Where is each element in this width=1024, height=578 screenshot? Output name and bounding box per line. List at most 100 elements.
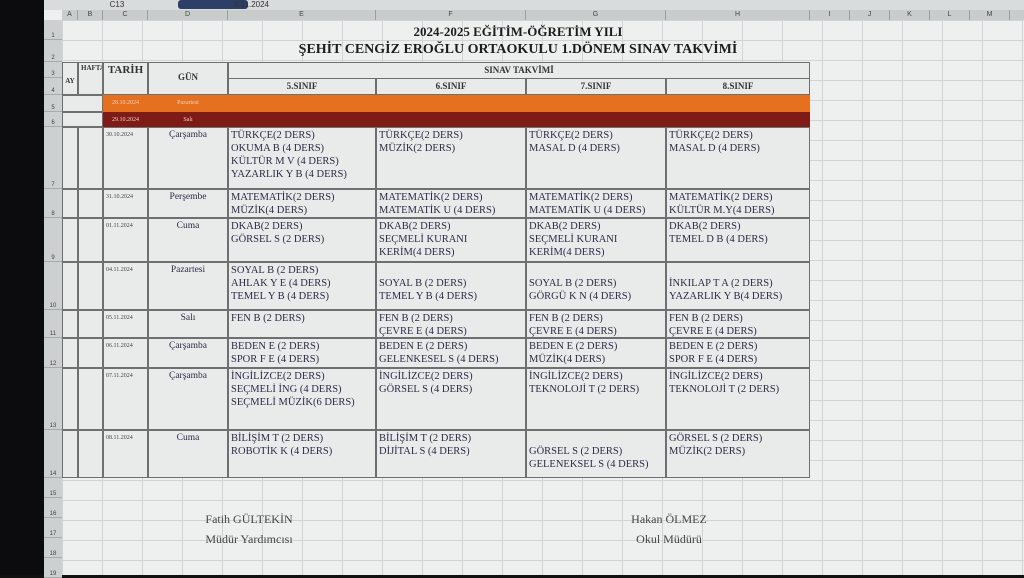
- exam-cell-5-sinif[interactable]: BEDEN E (2 DERS) SPOR F E (4 DERS): [228, 338, 376, 368]
- exam-cell-7-sinif[interactable]: MATEMATİK(2 DERS) MATEMATİK U (4 DERS): [526, 189, 666, 218]
- column-header-n[interactable]: N: [1010, 10, 1024, 20]
- exam-cell-7-sinif[interactable]: BEDEN E (2 DERS) MÜZİK(4 DERS): [526, 338, 666, 368]
- date-cell[interactable]: 08.11.2024: [103, 430, 148, 478]
- date-cell[interactable]: 01.11.2024: [103, 218, 148, 262]
- ay-cell[interactable]: [62, 262, 78, 310]
- exam-cell-8-sinif[interactable]: İNKILAP T A (2 DERS) YAZARLIK Y B(4 DERS): [666, 262, 810, 310]
- column-header-f[interactable]: F: [376, 10, 526, 20]
- exam-cell-8-sinif[interactable]: BEDEN E (2 DERS) SPOR F E (4 DERS): [666, 338, 810, 368]
- exam-cell-8-sinif[interactable]: İNGİLİZCE(2 DERS) TEKNOLOJİ T (2 DERS): [666, 368, 810, 430]
- exam-cell-7-sinif[interactable]: DKAB(2 DERS) SEÇMELİ KURANI KERİM(4 DERS): [526, 218, 666, 262]
- exam-cell-7-sinif[interactable]: TÜRKÇE(2 DERS) MASAL D (4 DERS): [526, 127, 666, 189]
- column-header-l[interactable]: L: [930, 10, 970, 20]
- ay-cell[interactable]: [62, 127, 78, 189]
- row-header-5[interactable]: 5: [44, 95, 62, 112]
- hafta-cell[interactable]: [78, 218, 103, 262]
- column-header-c[interactable]: C: [103, 10, 148, 20]
- row-header-6[interactable]: 6: [44, 112, 62, 127]
- row-header-2[interactable]: 2: [44, 40, 62, 62]
- row-header-15[interactable]: 15: [44, 478, 62, 498]
- exam-cell-6-sinif[interactable]: İNGİLİZCE(2 DERS) GÖRSEL S (4 DERS): [376, 368, 526, 430]
- ay-cell[interactable]: [62, 368, 78, 430]
- exam-cell-6-sinif[interactable]: BİLİŞİM T (2 DERS) DİJİTAL S (4 DERS): [376, 430, 526, 478]
- column-header-k[interactable]: K: [890, 10, 930, 20]
- exam-cell-5-sinif[interactable]: İNGİLİZCE(2 DERS) SEÇMELİ İNG (4 DERS) SEÇ…: [228, 368, 376, 430]
- row-header-7[interactable]: 7: [44, 127, 62, 189]
- date-cell[interactable]: 07.11.2024: [103, 368, 148, 430]
- column-header-m[interactable]: M: [970, 10, 1010, 20]
- exam-cell-6-sinif[interactable]: MATEMATİK(2 DERS) MATEMATİK U (4 DERS): [376, 189, 526, 218]
- column-header-a[interactable]: A: [62, 10, 78, 20]
- exam-cell-8-sinif[interactable]: FEN B (2 DERS) ÇEVRE E (4 DERS): [666, 310, 810, 338]
- row-header-4[interactable]: 4: [44, 78, 62, 95]
- ay-cell[interactable]: [62, 430, 78, 478]
- day-cell[interactable]: Çarşamba: [148, 368, 228, 430]
- ay-cell[interactable]: [62, 310, 78, 338]
- exam-cell-7-sinif[interactable]: İNGİLİZCE(2 DERS) TEKNOLOJİ T (2 DERS): [526, 368, 666, 430]
- exam-cell-6-sinif[interactable]: DKAB(2 DERS) SEÇMELİ KURANI KERİM(4 DERS): [376, 218, 526, 262]
- date-cell[interactable]: 06.11.2024: [103, 338, 148, 368]
- row-header-3[interactable]: 3: [44, 62, 62, 78]
- row-header-14[interactable]: 14: [44, 430, 62, 478]
- column-header-j[interactable]: J: [850, 10, 890, 20]
- formula-controls[interactable]: [178, 0, 248, 9]
- hafta-cell[interactable]: [78, 310, 103, 338]
- date-cell[interactable]: 05.11.2024: [103, 310, 148, 338]
- day-cell[interactable]: Cuma: [148, 218, 228, 262]
- date-cell[interactable]: 04.11.2024: [103, 262, 148, 310]
- name-box[interactable]: C13: [109, 0, 125, 9]
- exam-cell-8-sinif[interactable]: DKAB(2 DERS) TEMEL D B (4 DERS): [666, 218, 810, 262]
- row-header-13[interactable]: 13: [44, 368, 62, 430]
- column-header-e[interactable]: E: [228, 10, 376, 20]
- exam-cell-8-sinif[interactable]: TÜRKÇE(2 DERS) MASAL D (4 DERS): [666, 127, 810, 189]
- ay-cell[interactable]: [62, 189, 78, 218]
- exam-cell-6-sinif[interactable]: SOYAL B (2 DERS) TEMEL Y B (4 DERS): [376, 262, 526, 310]
- row-header-16[interactable]: 16: [44, 498, 62, 518]
- column-header-d[interactable]: D: [148, 10, 228, 20]
- day-cell[interactable]: Çarşamba: [148, 338, 228, 368]
- column-header-g[interactable]: G: [526, 10, 666, 20]
- exam-cell-6-sinif[interactable]: BEDEN E (2 DERS) GELENKESEL S (4 DERS): [376, 338, 526, 368]
- exam-cell-5-sinif[interactable]: DKAB(2 DERS) GÖRSEL S (2 DERS): [228, 218, 376, 262]
- exam-cell-7-sinif[interactable]: FEN B (2 DERS) ÇEVRE E (4 DERS): [526, 310, 666, 338]
- row-header-10[interactable]: 10: [44, 262, 62, 310]
- exam-cell-7-sinif[interactable]: SOYAL B (2 DERS) GÖRGÜ K N (4 DERS): [526, 262, 666, 310]
- row-header-12[interactable]: 12: [44, 338, 62, 368]
- exam-cell-7-sinif[interactable]: GÖRSEL S (2 DERS) GELENEKSEL S (4 DERS): [526, 430, 666, 478]
- hafta-cell[interactable]: [78, 430, 103, 478]
- row-header-11[interactable]: 11: [44, 310, 62, 338]
- row-header-17[interactable]: 17: [44, 518, 62, 538]
- exam-cell-5-sinif[interactable]: SOYAL B (2 DERS) AHLAK Y E (4 DERS) TEMEL …: [228, 262, 376, 310]
- exam-cell-5-sinif[interactable]: BİLİŞİM T (2 DERS) ROBOTİK K (4 DERS): [228, 430, 376, 478]
- exam-cell-5-sinif[interactable]: MATEMATİK(2 DERS) MÜZİK(4 DERS): [228, 189, 376, 218]
- row-header-1[interactable]: 1: [44, 20, 62, 40]
- formula-input[interactable]: 8.11.2024: [234, 0, 269, 9]
- column-header-b[interactable]: B: [78, 10, 103, 20]
- row-header-19[interactable]: 19: [44, 558, 62, 578]
- hafta-cell[interactable]: [78, 338, 103, 368]
- hafta-cell[interactable]: [78, 189, 103, 218]
- ay-cell[interactable]: [62, 218, 78, 262]
- day-cell[interactable]: Pazartesi: [148, 262, 228, 310]
- exam-cell-5-sinif[interactable]: FEN B (2 DERS): [228, 310, 376, 338]
- exam-cell-8-sinif[interactable]: GÖRSEL S (2 DERS) MÜZİK(2 DERS): [666, 430, 810, 478]
- day-cell[interactable]: Cuma: [148, 430, 228, 478]
- exam-cell-8-sinif[interactable]: MATEMATİK(2 DERS) KÜLTÜR M.Y(4 DERS): [666, 189, 810, 218]
- row-header-8[interactable]: 8: [44, 189, 62, 218]
- column-header-h[interactable]: H: [666, 10, 810, 20]
- exam-cell-5-sinif[interactable]: TÜRKÇE(2 DERS) OKUMA B (4 DERS) KÜLTÜR M V…: [228, 127, 376, 189]
- exam-cell-6-sinif[interactable]: FEN B (2 DERS) ÇEVRE E (4 DERS): [376, 310, 526, 338]
- day-cell[interactable]: Perşembe: [148, 189, 228, 218]
- hafta-cell[interactable]: [78, 262, 103, 310]
- ay-cell[interactable]: [62, 338, 78, 368]
- exam-cell-6-sinif[interactable]: TÜRKÇE(2 DERS) MÜZİK(2 DERS): [376, 127, 526, 189]
- hafta-cell[interactable]: [78, 127, 103, 189]
- date-cell[interactable]: 31.10.2024: [103, 189, 148, 218]
- day-cell[interactable]: Salı: [148, 310, 228, 338]
- row-header-9[interactable]: 9: [44, 218, 62, 262]
- hafta-cell[interactable]: [78, 368, 103, 430]
- day-cell[interactable]: Çarşamba: [148, 127, 228, 189]
- row-header-18[interactable]: 18: [44, 538, 62, 558]
- column-header-i[interactable]: I: [810, 10, 850, 20]
- date-cell[interactable]: 30.10.2024: [103, 127, 148, 189]
